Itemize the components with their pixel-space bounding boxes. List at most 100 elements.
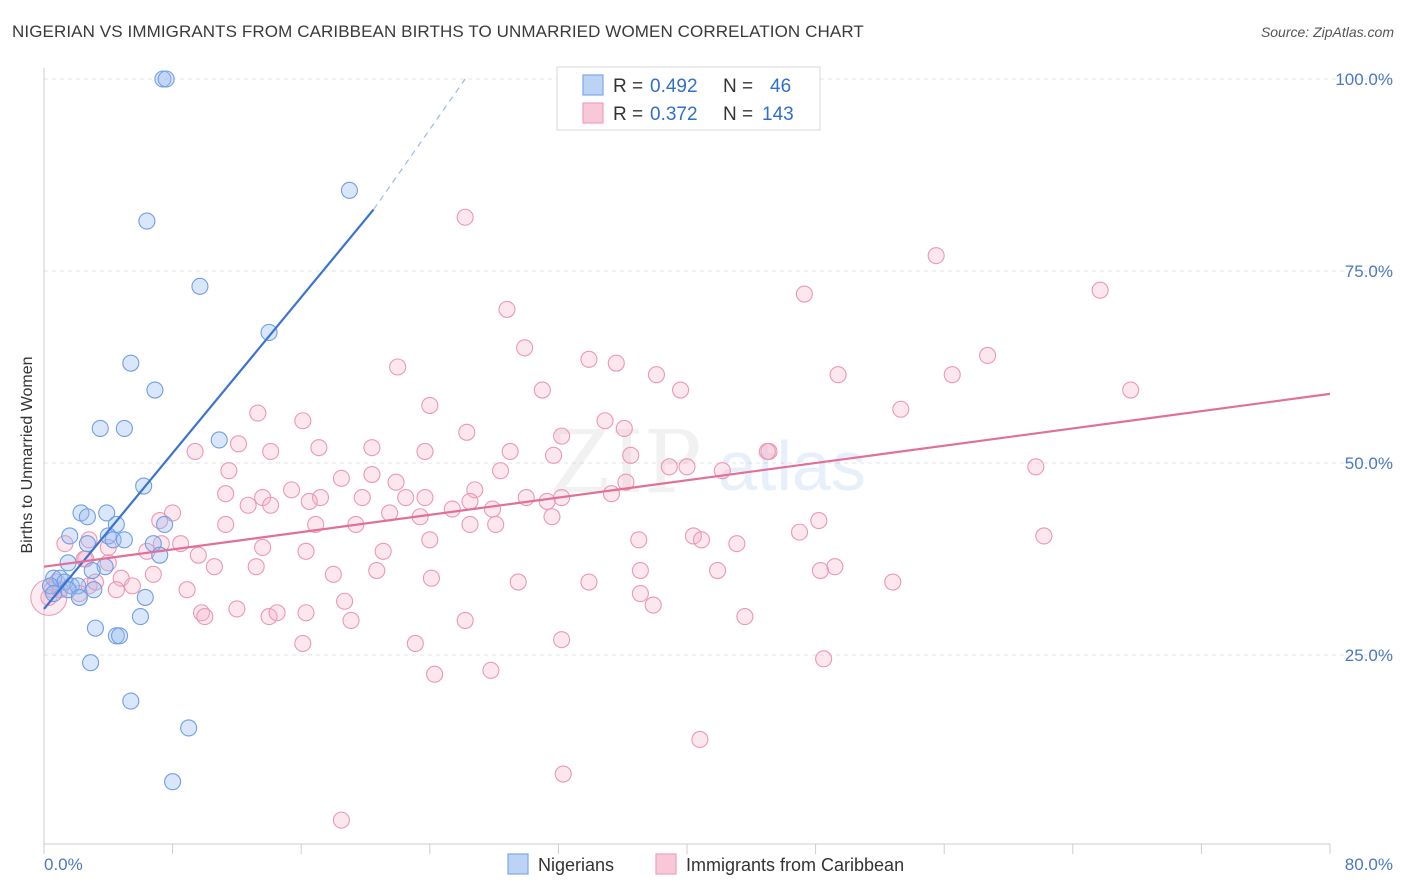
nigerian-point-14 [78,508,96,526]
caribbean-point-74 [790,523,809,541]
bottom-legend-caribbean: Immigrants from Caribbean [686,855,904,875]
caribbean-point-1 [927,247,945,265]
x-tick-max: 80.0% [1345,855,1393,874]
caribbean-point-34 [758,442,776,461]
nigerian-point-7 [146,381,164,399]
legend-r-label-1: R = [613,76,643,97]
caribbean-point-123 [342,611,360,629]
caribbean-point-40 [363,465,381,484]
trend-lines [43,78,1331,610]
caribbean-point-4 [498,300,516,318]
caribbean-point-77 [421,531,439,549]
nigerian-point-36 [70,588,88,606]
nigerian-points [41,70,358,791]
caribbean-point-124 [456,611,474,629]
caribbean-point-117 [228,600,246,618]
caribbean-point-11 [647,366,666,384]
nigerian-point-10 [210,431,228,449]
caribbean-point-97 [826,558,844,576]
caribbean-point-126 [553,631,571,649]
caribbean-point-8 [389,358,407,376]
caribbean-point-107 [324,565,342,583]
nigerian-point-5 [260,323,278,341]
nigerian-point-8 [91,419,109,437]
nigerian-trend-line [43,208,375,610]
caribbean-point-46 [617,473,635,491]
caribbean-point-42 [1027,458,1045,476]
caribbean-point-75 [684,527,702,545]
legend-n-value-2: 143 [762,104,794,125]
y-tick-labels: 25.0% 50.0% 75.0% 100.0% [1335,70,1393,665]
caribbean-point-29 [416,442,434,461]
caribbean-point-79 [692,531,711,549]
caribbean-point-130 [426,665,444,683]
caribbean-point-6 [979,346,997,365]
nigerian-point-39 [86,619,104,637]
nigerian-point-41 [111,627,129,645]
caribbean-point-105 [509,573,527,591]
nigerian-point-17 [61,527,79,545]
nigerian-point-43 [122,692,140,710]
caribbean-point-14 [1122,381,1140,399]
caribbean-point-0 [456,208,474,226]
caribbean-point-85 [254,538,272,557]
nigerian-point-13 [98,504,116,522]
caribbean-point-30 [501,442,519,461]
nigerian-point-2 [340,181,358,199]
caribbean-point-71 [217,515,235,533]
caribbean-point-12 [943,366,961,384]
caribbean-point-111 [123,577,141,595]
legend-r-value-1: 0.492 [650,76,698,97]
nigerian-trend-extension [373,78,466,210]
caribbean-point-7 [580,350,598,368]
caribbean-point-22 [615,419,633,437]
nigerian-point-16 [156,515,174,533]
nigerian-point-38 [131,608,149,626]
caribbean-point-28 [262,442,280,461]
caribbean-point-51 [353,489,371,507]
caribbean-point-33 [622,446,640,464]
bottom-legend-swatch-nigerians [507,853,529,875]
caribbean-point-121 [268,604,286,622]
caribbean-point-20 [596,412,614,430]
y-tick-label-0: 25.0% [1345,646,1393,665]
caribbean-point-5 [516,339,534,357]
legend-r-label-2: R = [613,104,643,125]
series-legend: Nigerians Immigrants from Caribbean [507,853,904,875]
caribbean-point-113 [178,581,196,599]
nigerian-point-22 [78,535,96,553]
caribbean-point-37 [660,458,678,476]
caribbean-point-15 [533,381,551,399]
nigerian-point-6 [122,354,140,372]
caribbean-point-133 [554,765,572,783]
caribbean-point-19 [294,412,312,430]
nigerian-point-20 [115,531,133,549]
caribbean-point-24 [229,435,248,453]
y-tick-label-3: 100.0% [1335,70,1393,89]
x-tick-labels: 0.0% 80.0% [44,855,1393,874]
caribbean-point-50 [311,489,330,507]
nigerian-point-3 [138,212,156,230]
nigerian-point-44 [180,719,198,737]
caribbean-point-59 [461,492,479,510]
nigerian-point-45 [164,773,182,791]
caribbean-point-31 [545,446,563,464]
nigerian-point-34 [85,581,103,599]
caribbean-point-90 [189,546,207,564]
x-tick-min: 0.0% [44,855,83,874]
caribbean-point-25 [310,439,328,457]
caribbean-point-35 [220,462,238,480]
nigerian-point-26 [83,561,101,580]
caribbean-point-112 [107,581,125,599]
caribbean-point-127 [294,634,312,653]
caribbean-point-73 [487,515,505,533]
caribbean-points [30,208,1140,829]
caribbean-point-99 [422,569,440,587]
caribbean-point-103 [144,565,162,583]
y-tick-label-2: 75.0% [1345,262,1393,281]
legend-swatch-nigerians [582,74,604,96]
caribbean-point-100 [631,561,649,580]
caribbean-point-119 [196,608,214,626]
nigerian-point-9 [115,419,133,437]
caribbean-point-52 [300,492,318,510]
